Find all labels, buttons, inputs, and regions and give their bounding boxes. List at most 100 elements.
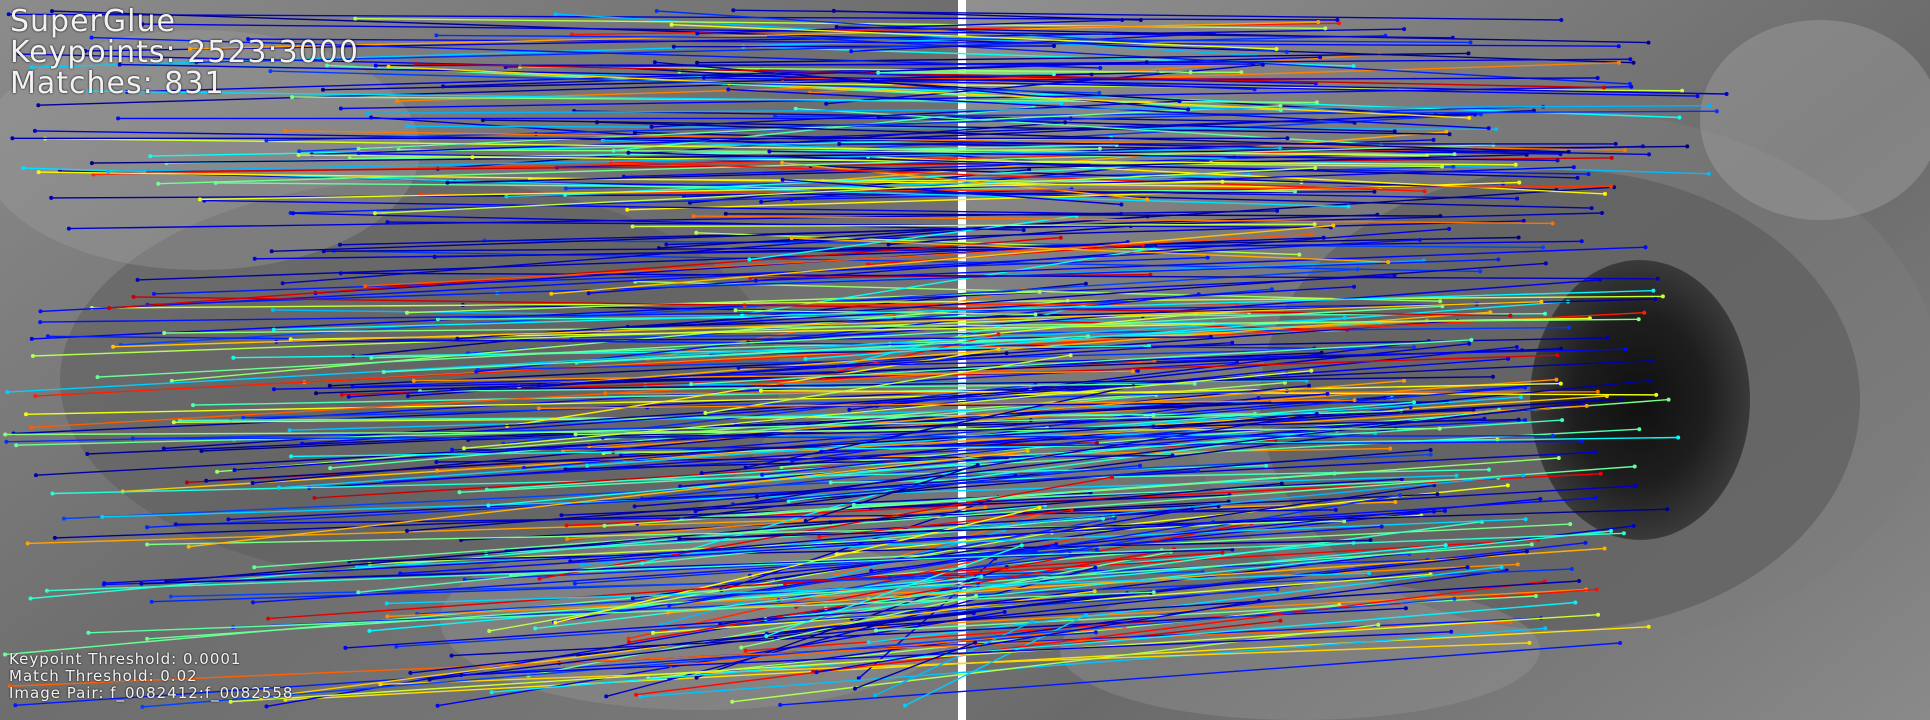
match-line [51,191,1375,199]
match-line [254,465,1635,568]
keypoint-dot [297,149,302,154]
match-line [780,642,1621,706]
keypoint-dot [289,454,294,459]
match-line [206,398,1622,482]
keypoint-dot [226,517,231,522]
keypoint-dot [17,52,22,57]
keypoint-dot [1025,448,1030,453]
keypoint-dot [626,636,631,641]
keypoint-dot [1523,385,1528,390]
keypoint-dot [489,690,494,695]
keypoint-dot [1619,397,1624,402]
match-line [565,457,1007,470]
keypoint-dot [1030,619,1035,624]
match-line [63,453,1431,520]
match-line [488,429,1337,507]
match-line [416,63,1604,89]
keypoint-dot [1465,565,1470,570]
keypoint-dot [1093,630,1098,635]
keypoint-dot [1556,456,1561,460]
keypoint-dot [1352,284,1356,289]
keypoint-dot [632,504,637,509]
keypoint-dot [1538,497,1543,501]
keypoint-dot [1447,226,1452,231]
match-line [420,383,1195,392]
keypoint-dot [1586,172,1591,177]
keypoint-dot [408,670,413,675]
keypoint-dot [107,306,112,311]
keypoint-dot [1568,522,1573,527]
match-line [640,627,1546,698]
keypoint-dot [296,153,301,157]
keypoint-dot [6,12,11,17]
keypoint-dot [1523,517,1528,522]
match-line [437,121,1066,170]
keypoint-dot [1594,587,1599,592]
keypoint-dot [669,22,674,27]
match-line [254,240,1582,260]
keypoint-dot [773,114,777,119]
match-line [199,181,1223,201]
match-line [97,305,1443,378]
keypoint-dot [1037,289,1042,294]
keypoint-dot [148,154,153,159]
keypoint-dot [1188,70,1193,75]
keypoint-dot [1148,272,1153,277]
keypoint-dot [1351,64,1356,69]
keypoint-dot [1177,99,1182,104]
keypoint-dot [730,699,735,704]
keypoint-dot [888,575,892,580]
keypoint-dot [1575,175,1580,180]
keypoint-dot [338,106,343,111]
keypoint-dot [504,194,509,199]
keypoint-dot [747,257,752,262]
match-line [782,162,1148,201]
match-line [38,171,1380,189]
keypoint-dot [102,581,107,586]
keypoint-dot [1506,356,1511,361]
keypoint-dot [1471,408,1476,413]
match-line [482,119,1450,135]
keypoint-dot [480,118,485,123]
match-line [248,38,1619,47]
match-line [367,105,1711,114]
keypoint-dot [1130,369,1135,374]
match-line [91,36,1101,69]
keypoint-dot [252,565,257,570]
keypoint-dot [277,485,281,490]
keypoint-dot [1138,18,1143,22]
match-lines [3,8,1729,709]
keypoint-dot [876,70,881,75]
match-line [732,624,1379,703]
match-line [158,144,1494,185]
keypoint-dot [231,355,236,360]
keypoint-dot [356,146,361,151]
match-line [348,342,1233,398]
match-line [766,542,1586,635]
keypoint-dot [1220,550,1225,555]
keypoint-dot [38,320,43,325]
match-line [658,186,1615,249]
keypoint-dot [665,610,670,615]
match-line [358,514,1114,593]
keypoint-dot [1580,439,1585,444]
keypoint-dot [268,69,273,74]
keypoint-dot [853,686,857,691]
keypoint-dot [288,337,293,342]
match-line [179,413,1255,422]
keypoint-dot [1595,389,1600,394]
match-line [291,436,1679,458]
keypoint-dot [280,281,285,286]
keypoint-dot [1319,350,1324,355]
keypoint-dot [1264,463,1269,468]
keypoint-dot [1054,542,1059,547]
keypoint-dot [1342,315,1347,320]
keypoint-dot [1230,340,1235,345]
keypoint-dot [1097,90,1102,95]
keypoint-dot [228,699,233,704]
keypoint-dot [1297,252,1302,257]
match-line [142,23,1453,39]
keypoint-dot [1616,44,1621,49]
match-line [113,301,1542,348]
keypoint-dot [1559,346,1564,351]
